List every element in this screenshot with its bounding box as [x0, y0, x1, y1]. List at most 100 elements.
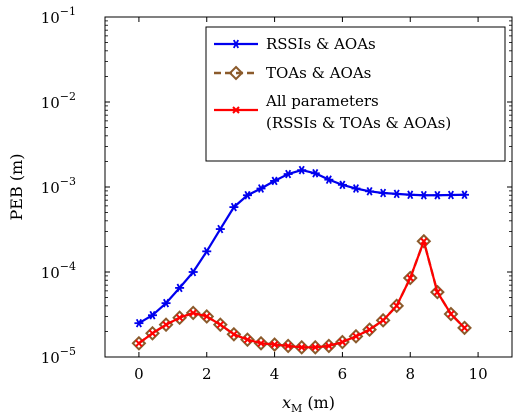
marker-stroke	[203, 246, 210, 256]
series-all-parameters-point	[257, 339, 265, 347]
marker-stroke	[230, 330, 238, 338]
marker-stroke	[148, 329, 157, 338]
marker-stroke	[232, 106, 240, 114]
marker-shape	[228, 65, 244, 81]
marker-stroke	[270, 340, 279, 349]
marker-stroke	[338, 338, 347, 346]
marker-stroke	[298, 165, 305, 175]
series-toa-aoa-point	[416, 233, 432, 249]
marker-stroke	[406, 274, 414, 282]
series-rssi-aoa-point	[405, 190, 415, 200]
series-toa-aoa-point	[389, 298, 405, 314]
marker-stroke	[325, 175, 332, 185]
marker-stroke	[285, 169, 292, 179]
series-all-parameters	[135, 237, 469, 352]
series-rssi-aoa-point	[365, 186, 375, 196]
series-toa-aoa-point	[280, 338, 296, 354]
series-rssi-aoa-point	[297, 165, 307, 175]
series-rssi-aoa-point	[175, 283, 185, 293]
legend-label-rssi-aoa: RSSIs & AOAs	[266, 35, 376, 53]
x-tick-label: 8	[405, 365, 415, 383]
marker-shape	[416, 233, 432, 249]
series-all-parameters-point	[338, 338, 347, 346]
marker-stroke	[189, 309, 197, 317]
marker-stroke	[407, 190, 414, 200]
series-toa-aoa-line	[138, 240, 466, 349]
series-all-parameters-point	[175, 313, 184, 322]
marker-shape	[389, 298, 405, 314]
series-all-parameters-point	[230, 330, 238, 338]
series-all-parameters-point	[460, 324, 469, 332]
marker-stroke	[352, 184, 360, 193]
legend-swatch-toa-aoa-marker	[228, 65, 244, 81]
series-rssi-aoa-point	[147, 310, 157, 320]
marker-stroke	[434, 190, 441, 200]
series-toa-aoa-point	[457, 320, 472, 336]
x-tick-label: 10	[469, 365, 488, 383]
series-all-parameters-point	[216, 320, 225, 329]
y-axis-label: PEB (m)	[7, 154, 26, 221]
series-rssi-aoa-point	[460, 190, 470, 200]
marker-stroke	[312, 168, 319, 178]
series-all-parameters-point	[203, 312, 211, 321]
y-tick-label: 10−1	[41, 5, 76, 27]
series-rssi-aoa-point	[446, 190, 456, 200]
marker-stroke	[311, 343, 319, 352]
marker-stroke	[203, 312, 211, 321]
series-all-parameters-point	[447, 310, 455, 318]
legend-swatch-toa-aoa	[214, 65, 258, 81]
series-rssi-aoa-point	[215, 224, 225, 234]
legend-entries	[214, 39, 258, 114]
x-tick-label: 6	[338, 365, 348, 383]
series-all-parameters-point	[325, 342, 333, 350]
marker-stroke	[190, 267, 197, 277]
marker-shape	[267, 337, 282, 352]
series-all-parameters-line	[138, 240, 466, 349]
marker-shape	[429, 284, 445, 300]
marker-stroke	[163, 298, 170, 308]
series-rssi-aoa-point	[419, 190, 429, 200]
marker-stroke	[216, 320, 225, 329]
series-rssi-aoa-point	[161, 298, 171, 308]
series-all-parameters-point	[433, 288, 442, 296]
series-rssi-aoa-line	[138, 169, 465, 325]
series-toa-aoa-point	[375, 312, 391, 328]
marker-stroke	[366, 186, 373, 196]
series-all-parameters-point	[298, 343, 306, 352]
x-tick-label: 0	[134, 365, 144, 383]
legend-swatch-all	[214, 106, 258, 114]
marker-stroke	[433, 288, 442, 296]
marker-stroke	[271, 176, 278, 186]
y-tick-label: 10−5	[41, 345, 76, 367]
marker-stroke	[420, 237, 428, 245]
legend: RSSIs & AOAs TOAs & AOAs All parameters …	[205, 26, 506, 162]
series-all-parameters-point	[352, 332, 360, 341]
series-rssi-aoa-point	[270, 176, 280, 186]
legend-swatch-rssi-aoa-marker	[231, 39, 241, 49]
marker-shape	[457, 320, 472, 336]
series-rssi-aoa-point	[337, 180, 347, 190]
series-all-parameters-point	[379, 316, 387, 325]
marker-shape	[294, 339, 310, 355]
marker-stroke	[257, 184, 265, 193]
series-rssi-aoa-point	[283, 169, 293, 179]
marker-stroke	[149, 310, 156, 320]
x-tick-label: 4	[270, 365, 280, 383]
series-all-parameters-point	[189, 309, 197, 317]
y-tick-label: 10−4	[41, 260, 76, 282]
series-rssi-aoa-point	[351, 184, 361, 193]
series-all-parameters-point	[270, 340, 279, 349]
marker-stroke	[284, 342, 292, 350]
series-all-parameters-point	[243, 335, 252, 344]
legend-swatch-rssi-aoa	[214, 39, 258, 49]
series-all-parameters-point	[284, 342, 292, 350]
marker-stroke	[232, 39, 240, 49]
marker-shape	[307, 339, 323, 355]
marker-stroke	[325, 342, 333, 350]
legend-label-toa-aoa: TOAs & AOAs	[266, 64, 371, 82]
marker-stroke	[461, 190, 468, 200]
marker-stroke	[135, 339, 143, 347]
y-tick-label: 10−3	[41, 175, 76, 197]
series-rssi-aoa-point	[188, 267, 198, 277]
series-toa-aoa-point	[402, 270, 418, 286]
